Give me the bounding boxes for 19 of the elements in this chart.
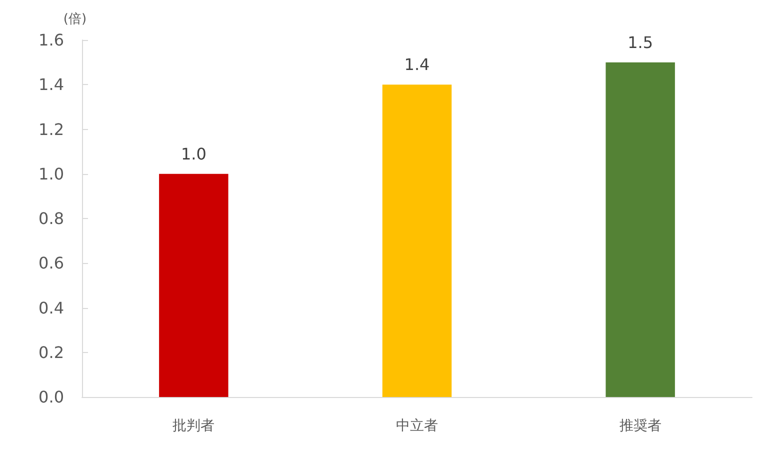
y-tick-label: 1.0 (38, 164, 64, 184)
data-label: 1.5 (628, 32, 654, 52)
bar (382, 84, 452, 397)
data-label: 1.4 (404, 55, 430, 74)
y-axis-title: (倍) (63, 12, 87, 27)
bar (159, 174, 228, 397)
y-tick-label: 1.2 (38, 120, 64, 139)
y-tick-label: 0.2 (38, 342, 64, 362)
x-tick-label: 推奨者 (619, 418, 662, 434)
y-tick-label: 0.4 (38, 298, 64, 318)
y-tick-label: 1.6 (38, 30, 64, 50)
y-tick-label: 0.0 (38, 388, 64, 406)
data-label: 1.0 (180, 144, 206, 164)
x-tick-label: 批判者 (172, 418, 215, 434)
y-tick-label: 1.4 (38, 75, 64, 94)
y-tick-label: 0.8 (38, 209, 64, 228)
y-tick-label: 0.6 (38, 254, 64, 273)
x-tick-label: 中立者 (396, 418, 438, 434)
bar (606, 62, 675, 397)
